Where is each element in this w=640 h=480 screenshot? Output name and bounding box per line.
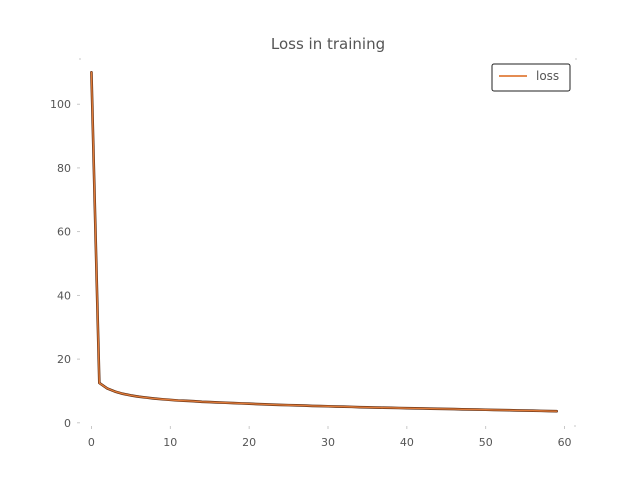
series-line-loss — [90, 71, 558, 412]
y-axis: 0 20 40 60 80 100 — [50, 98, 80, 430]
x-tick-label: 50 — [479, 436, 493, 449]
chart-title: Loss in training — [271, 35, 385, 53]
y-tick-label: 100 — [50, 98, 71, 111]
x-tick-label: 0 — [88, 436, 95, 449]
x-tick-label: 10 — [163, 436, 177, 449]
series-outline-loss — [90, 71, 558, 413]
x-tick-label: 40 — [400, 436, 414, 449]
y-tick-label: 0 — [64, 417, 71, 430]
legend-box — [491, 63, 571, 92]
x-tick-label: 20 — [242, 436, 256, 449]
legend-label-loss: loss — [536, 69, 559, 83]
y-tick-label: 60 — [57, 226, 71, 239]
y-tick-label: 40 — [57, 289, 71, 302]
x-tick-label: 30 — [321, 436, 335, 449]
x-tick-label: 60 — [558, 436, 572, 449]
y-tick-label: 80 — [57, 162, 71, 175]
legend: loss — [491, 63, 571, 92]
series-layer — [90, 71, 558, 413]
x-axis: 0 10 20 30 40 50 60 — [88, 426, 572, 449]
y-tick-label: 20 — [57, 353, 71, 366]
